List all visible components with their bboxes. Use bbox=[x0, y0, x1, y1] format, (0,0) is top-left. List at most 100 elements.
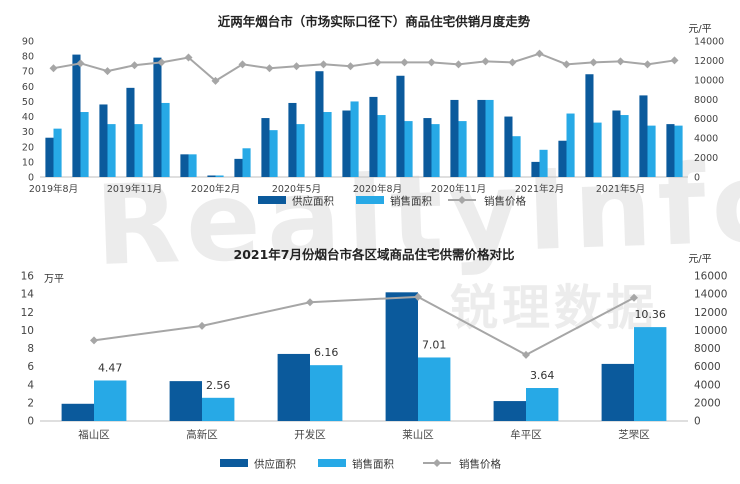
point-销售价格-2020年4月 bbox=[265, 64, 274, 73]
bar-供应面积-2020年8月 bbox=[369, 96, 378, 177]
bar-供应面积-2020年3月 bbox=[234, 158, 243, 177]
legend-label: 销售面积 bbox=[352, 458, 394, 471]
x-tick-label: 2020年2月 bbox=[191, 183, 240, 195]
bar-供应面积-2021年3月 bbox=[558, 140, 567, 177]
point-销售价格-莱山区 bbox=[414, 292, 422, 301]
point-销售价格-高新区 bbox=[198, 321, 206, 330]
bar-供应面积-2021年4月 bbox=[585, 74, 594, 177]
chart-title: 2021年7月份烟台市各区域商品住宅供需价格对比 bbox=[234, 247, 515, 262]
y2-tick-label: 2000 bbox=[694, 153, 718, 164]
bar-供应面积-牟平区 bbox=[493, 401, 526, 421]
bar-供应面积-2020年2月 bbox=[207, 175, 216, 177]
bar-供应面积-芝罘区 bbox=[601, 363, 634, 421]
x-tick-label: 2019年11月 bbox=[107, 183, 162, 195]
data-label: 7.01 bbox=[422, 338, 447, 351]
y2-tick-label: 10000 bbox=[694, 325, 727, 337]
point-销售价格-2019年12月 bbox=[157, 58, 166, 67]
bar-销售面积-2020年8月 bbox=[377, 115, 386, 177]
point-销售价格-2019年11月 bbox=[130, 61, 139, 70]
y-tick-label: 0 bbox=[28, 173, 34, 184]
bar-销售面积-2020年12月 bbox=[485, 99, 494, 177]
chart-title: 近两年烟台市（市场实际口径下）商品住宅供销月度走势 bbox=[218, 14, 531, 29]
y2-tick-label: 8000 bbox=[694, 95, 718, 106]
x-tick-label: 芝罘区 bbox=[618, 428, 650, 441]
point-销售价格-2021年4月 bbox=[589, 58, 598, 67]
point-销售价格-2021年7月 bbox=[670, 56, 679, 65]
line-销售价格 bbox=[53, 52, 675, 83]
bar-供应面积-2020年10月 bbox=[423, 118, 432, 177]
y2-tick-label: 0 bbox=[694, 416, 701, 428]
legend-marker-销售价格 bbox=[433, 459, 441, 467]
y-tick-label: 6 bbox=[27, 361, 34, 373]
point-销售价格-2020年10月 bbox=[427, 58, 436, 67]
point-销售价格-福山区 bbox=[90, 336, 98, 345]
bar-供应面积-2019年9月 bbox=[72, 54, 81, 177]
y-tick-label: 90 bbox=[22, 37, 34, 48]
bar-供应面积-福山区 bbox=[61, 403, 94, 421]
point-销售价格-2020年7月 bbox=[346, 62, 355, 71]
bar-销售面积-2020年10月 bbox=[431, 124, 440, 177]
bar-销售面积-2021年7月 bbox=[674, 125, 683, 177]
legend-swatch-销售面积 bbox=[318, 459, 346, 467]
y-tick-label: 8 bbox=[27, 343, 34, 355]
y-tick-label: 80 bbox=[22, 52, 34, 63]
point-销售价格-2021年1月 bbox=[508, 58, 517, 67]
bar-供应面积-高新区 bbox=[169, 381, 202, 421]
point-销售价格-2020年6月 bbox=[319, 60, 328, 69]
y2-tick-label: 14000 bbox=[694, 289, 727, 301]
point-销售价格-2020年3月 bbox=[238, 60, 247, 69]
bar-销售面积-2020年11月 bbox=[458, 121, 467, 177]
legend-label: 销售价格 bbox=[484, 195, 526, 208]
x-tick-label: 牟平区 bbox=[510, 428, 542, 441]
bar-供应面积-2021年2月 bbox=[531, 161, 540, 177]
bar-供应面积-2020年11月 bbox=[450, 99, 459, 177]
y-tick-label: 4 bbox=[27, 379, 34, 391]
point-销售价格-开发区 bbox=[306, 298, 314, 307]
bar-销售面积-2021年1月 bbox=[512, 136, 521, 177]
point-销售价格-2020年12月 bbox=[481, 57, 490, 66]
y2-tick-label: 2000 bbox=[694, 397, 721, 409]
bar-销售面积-2020年3月 bbox=[242, 148, 251, 177]
x-tick-label: 2019年8月 bbox=[29, 183, 78, 195]
y2-tick-label: 6000 bbox=[694, 114, 718, 125]
y-tick-label: 10 bbox=[22, 157, 34, 168]
data-label: 4.47 bbox=[98, 361, 123, 374]
bar-销售面积-2020年1月 bbox=[188, 154, 197, 177]
bar-销售面积-牟平区 bbox=[526, 388, 559, 421]
point-销售价格-2021年5月 bbox=[616, 57, 625, 66]
bar-销售面积-2019年11月 bbox=[134, 124, 143, 177]
x-tick-label: 2021年5月 bbox=[596, 183, 645, 195]
bar-销售面积-2019年9月 bbox=[80, 112, 89, 177]
point-销售价格-2019年10月 bbox=[103, 67, 112, 76]
bar-供应面积-2021年1月 bbox=[504, 116, 513, 177]
y2-tick-label: 0 bbox=[694, 173, 700, 184]
legend-label: 销售价格 bbox=[459, 458, 501, 471]
y2-tick-label: 8000 bbox=[694, 343, 721, 355]
legend-swatch-供应面积 bbox=[258, 196, 286, 204]
y2-tick-label: 4000 bbox=[694, 134, 718, 145]
x-tick-label: 2020年5月 bbox=[272, 183, 321, 195]
bar-销售面积-2020年7月 bbox=[350, 101, 359, 177]
bar-销售面积-开发区 bbox=[310, 365, 343, 421]
bar-销售面积-2021年5月 bbox=[620, 115, 629, 177]
bar-供应面积-2021年7月 bbox=[666, 124, 675, 177]
bar-供应面积-开发区 bbox=[277, 353, 310, 421]
bar-供应面积-2019年8月 bbox=[45, 137, 54, 177]
bar-供应面积-2020年6月 bbox=[315, 71, 324, 177]
y2-axis-title: 元/平 bbox=[688, 254, 711, 265]
bar-供应面积-莱山区 bbox=[385, 292, 418, 421]
point-销售价格-2020年8月 bbox=[373, 58, 382, 67]
point-销售价格-2019年9月 bbox=[76, 59, 85, 68]
y-tick-label: 50 bbox=[22, 97, 34, 108]
bar-供应面积-2019年11月 bbox=[126, 87, 135, 177]
y-tick-label: 20 bbox=[22, 142, 34, 153]
y-tick-label: 40 bbox=[22, 112, 34, 123]
data-label: 10.36 bbox=[634, 308, 666, 321]
y2-tick-label: 6000 bbox=[694, 361, 721, 373]
y2-axis-title: 元/平 bbox=[688, 24, 711, 35]
y-tick-label: 0 bbox=[27, 416, 34, 428]
bar-销售面积-2019年10月 bbox=[107, 124, 116, 177]
